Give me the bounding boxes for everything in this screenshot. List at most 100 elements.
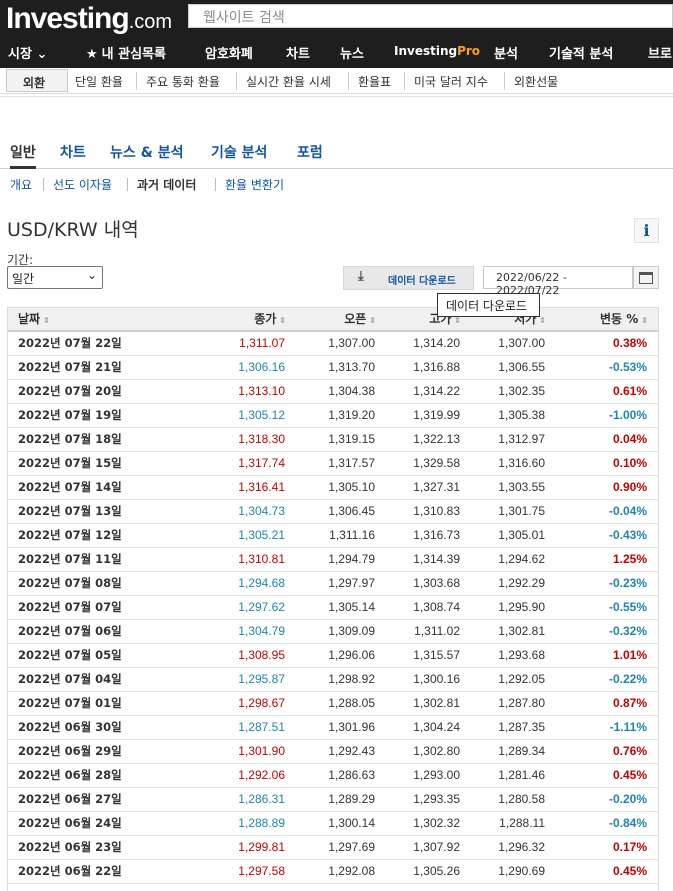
nav-item-markets[interactable]: 시장 ⌄	[8, 43, 47, 62]
cell-date: 2022년 07월 20일	[7, 379, 187, 404]
header-date[interactable]: 날짜 ⇕	[7, 307, 187, 332]
cell-open: 1,319.20	[297, 403, 387, 428]
cell-low: 1,301.75	[472, 499, 557, 524]
tab-news-analysis[interactable]: 뉴스 & 분석	[110, 145, 184, 161]
cell-change: -0.32%	[557, 619, 659, 644]
cell-close: 1,316.41	[187, 475, 297, 500]
cell-change: 0.45%	[557, 859, 659, 884]
subnav-item[interactable]: 실시간 환율 시세	[246, 75, 331, 89]
cell-high: 1,302.32	[387, 811, 472, 836]
cell-open: 1,298.92	[297, 667, 387, 692]
period-select[interactable]: 일간 ⌄	[7, 266, 103, 289]
subnav-item[interactable]: 주요 통화 환율	[146, 75, 220, 89]
nav-item-brokers[interactable]: 브로	[648, 43, 672, 62]
cell-close: 1,286.31	[187, 787, 297, 812]
cell-date: 2022년 06월 30일	[7, 715, 187, 740]
table-row: 2022년 07월 22일 1,311.07 1,307.00 1,314.20 1,3…	[7, 331, 659, 356]
search-input[interactable]: 웹사이트 검색	[188, 4, 673, 28]
cell-date: 2022년 07월 18일	[7, 427, 187, 452]
table-row: 2022년 07월 04일 1,295.87 1,298.92 1,300.16 1,2…	[7, 667, 659, 692]
nav-item-analysis[interactable]: 분석	[494, 43, 518, 62]
subtab-overview[interactable]: 개요	[10, 178, 33, 192]
header-high[interactable]: 고가 ⇕	[387, 307, 472, 332]
subnav-item[interactable]: 단일 환율	[75, 75, 123, 89]
cell-high: 1,315.57	[387, 643, 472, 668]
cell-date: 2022년 07월 07일	[7, 595, 187, 620]
download-tooltip: 데이터 다운로드	[437, 293, 540, 317]
nav-item-technical[interactable]: 기술적 분석	[549, 43, 613, 62]
cell-change: -1.00%	[557, 403, 659, 428]
header-close[interactable]: 종가 ⇕	[187, 307, 297, 332]
info-icon[interactable]: i	[634, 218, 659, 243]
cell-close: 1,304.79	[187, 619, 297, 644]
divider	[404, 72, 405, 90]
cell-open: 1,294.79	[297, 547, 387, 572]
cell-open: 1,307.00	[297, 331, 387, 356]
nav-item-charts[interactable]: 차트	[286, 43, 310, 62]
cell-change: -0.43%	[557, 523, 659, 548]
download-data-button[interactable]: ⤓ 데이터 다운로드	[343, 266, 474, 290]
cell-close: 1,313.10	[187, 379, 297, 404]
nav-item-news[interactable]: 뉴스	[340, 43, 364, 62]
nav-item-investingpro[interactable]: InvestingPro	[394, 44, 480, 58]
download-icon: ⤓	[358, 269, 364, 284]
tab-forum[interactable]: 포럼	[297, 145, 323, 161]
investing-logo[interactable]: Investing.com	[6, 2, 172, 36]
cell-close: 1,295.87	[187, 667, 297, 692]
tab-technical[interactable]: 기술 분석	[211, 145, 268, 161]
pro-label: Pro	[457, 44, 481, 58]
header-open[interactable]: 오픈 ⇕	[297, 307, 387, 332]
subnav-item[interactable]: 외환선물	[514, 75, 559, 89]
cell-date: 2022년 07월 08일	[7, 571, 187, 596]
cell-low: 1,294.62	[472, 547, 557, 572]
table-row: 2022년 07월 18일 1,318.30 1,319.15 1,322.13 1,3…	[7, 427, 659, 452]
cell-date: 2022년 07월 21일	[7, 355, 187, 380]
date-range-input[interactable]: 2022/06/22 - 2022/07/22	[483, 266, 633, 297]
divider	[127, 178, 128, 191]
nav-item-crypto[interactable]: 암호화폐	[205, 43, 253, 62]
sort-icon: ⇕	[43, 316, 50, 325]
nav-item-watchlist[interactable]: ★ 내 관심목록	[86, 43, 166, 62]
cell-low: 1,306.55	[472, 355, 557, 380]
subtab-forward-rates[interactable]: 선도 이자율	[53, 178, 113, 192]
cell-change: -0.22%	[557, 667, 659, 692]
header-change[interactable]: 변동 % ⇕	[557, 307, 659, 332]
divider	[43, 178, 44, 191]
subtab-converter[interactable]: 환율 변환기	[225, 178, 285, 192]
cell-change: 0.87%	[557, 691, 659, 716]
cell-low: 1,302.81	[472, 619, 557, 644]
header-label: 오픈	[344, 312, 367, 326]
cell-change: 0.10%	[557, 451, 659, 476]
main-nav: 시장 ⌄ ★ 내 관심목록 암호화폐 차트 뉴스 InvestingPro 분석 …	[0, 36, 673, 68]
sort-icon: ⇕	[279, 316, 286, 325]
download-label: 데이터 다운로드	[388, 276, 456, 287]
calendar-button[interactable]	[633, 266, 659, 289]
cell-close: 1,301.90	[187, 739, 297, 764]
cell-low: 1,307.00	[472, 331, 557, 356]
divider	[215, 178, 216, 191]
table-row: 2022년 06월 27일 1,286.31 1,289.29 1,293.35 1,2…	[7, 787, 659, 812]
cell-date: 2022년 06월 22일	[7, 859, 187, 884]
subnav-item[interactable]: 미국 달러 지수	[414, 75, 488, 89]
chevron-down-icon: ⌄	[36, 47, 48, 62]
cell-close: 1,305.21	[187, 523, 297, 548]
table-row: 2022년 07월 19일 1,305.12 1,319.20 1,319.99 1,3…	[7, 403, 659, 428]
table-row: 2022년 07월 08일 1,294.68 1,297.97 1,303.68 1,2…	[7, 571, 659, 596]
divider	[504, 72, 505, 90]
cell-open: 1,313.70	[297, 355, 387, 380]
subtab-historical-data[interactable]: 과거 데이터	[137, 178, 197, 192]
cell-low: 1,293.68	[472, 643, 557, 668]
nav-label: 브로	[648, 47, 672, 62]
subnav-selected-forex[interactable]: 외환	[6, 69, 68, 92]
tab-general[interactable]: 일반	[10, 142, 36, 169]
cell-open: 1,292.43	[297, 739, 387, 764]
cell-change: -0.23%	[557, 571, 659, 596]
nav-label: 시장	[8, 47, 32, 62]
tab-chart[interactable]: 차트	[60, 145, 86, 161]
cell-change: 0.61%	[557, 379, 659, 404]
subnav-item[interactable]: 환율표	[358, 75, 392, 89]
cell-high: 1,307.92	[387, 835, 472, 860]
cell-date: 2022년 07월 01일	[7, 691, 187, 716]
cell-close: 1,297.62	[187, 595, 297, 620]
cell-high: 1,293.35	[387, 787, 472, 812]
